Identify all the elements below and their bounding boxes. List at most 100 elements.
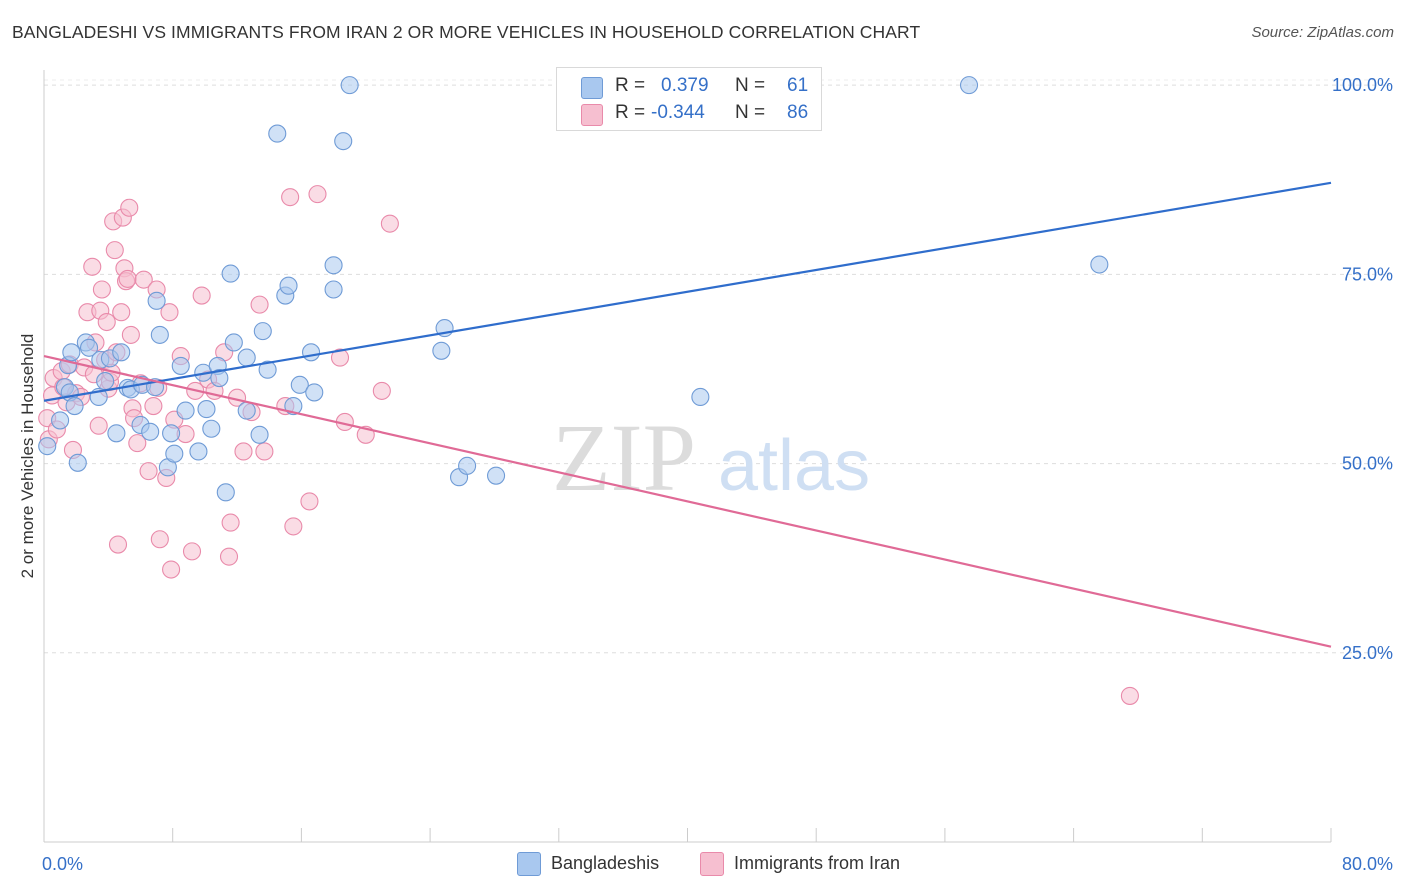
chart-title: BANGLADESHI VS IMMIGRANTS FROM IRAN 2 OR… xyxy=(12,22,921,42)
bangladeshi-point xyxy=(279,276,298,295)
iran-point xyxy=(380,214,399,233)
bangladeshi-point xyxy=(68,453,87,472)
legend-swatch-blue xyxy=(581,77,603,99)
iran-point xyxy=(192,286,211,305)
bangladeshi-point xyxy=(62,343,81,362)
bangladeshi-point xyxy=(221,264,240,283)
iran-point xyxy=(219,547,239,566)
x-tick-label-max: 80.0% xyxy=(1342,854,1393,874)
legend-n-label: N = xyxy=(735,75,766,96)
iran-point xyxy=(92,280,111,299)
bangladeshi-point xyxy=(165,444,184,463)
y-tick-label: 50.0% xyxy=(1342,454,1393,474)
tick-labels: 25.0% 50.0% 75.0% 100.0% 0.0% 80.0% xyxy=(42,75,1393,874)
bangladeshi-point xyxy=(197,400,216,419)
bangladeshi-point xyxy=(324,280,343,299)
legend-n-value: 86 xyxy=(787,102,809,123)
iran-point xyxy=(160,303,179,322)
watermark: ZIP atlas xyxy=(552,404,870,511)
bangladeshi-point xyxy=(176,401,195,420)
bangladeshi-point xyxy=(268,124,287,143)
iran-point xyxy=(281,188,300,207)
bangladeshi-point xyxy=(959,76,979,95)
bangladeshi-point xyxy=(112,343,131,362)
iran-point xyxy=(300,492,319,511)
iran-point xyxy=(144,396,163,416)
y-tick-label: 100.0% xyxy=(1332,75,1393,95)
axes xyxy=(43,70,1332,843)
bangladeshi-point xyxy=(302,343,321,362)
bangladeshi-point xyxy=(51,411,70,430)
watermark-atlas: atlas xyxy=(718,426,870,506)
bangladeshi-point xyxy=(487,466,506,485)
watermark-zip: ZIP xyxy=(552,404,696,511)
bangladeshi-point xyxy=(224,333,243,352)
bottom-legend-label: Immigrants from Iran xyxy=(734,853,901,873)
bangladeshi-point xyxy=(147,291,166,310)
iran-point xyxy=(139,462,158,481)
bangladeshi-point xyxy=(237,348,256,367)
bangladeshi-point xyxy=(162,424,181,443)
bangladeshi-point xyxy=(334,132,353,151)
correlation-legend: R = 0.379 N = 61 R = -0.344 N = 86 xyxy=(556,67,822,131)
bottom-legend-swatch-pink xyxy=(700,852,724,876)
bangladeshi-point xyxy=(305,383,324,402)
bangladeshi-point xyxy=(202,419,221,438)
legend-swatch-pink xyxy=(581,104,603,126)
bangladeshi-point xyxy=(237,401,256,420)
bangladeshi-point xyxy=(258,360,277,379)
iran-point xyxy=(162,560,181,579)
iran-point xyxy=(255,442,274,461)
legend-r-value: -0.344 xyxy=(651,102,705,123)
bangladeshi-point xyxy=(150,325,169,344)
bangladeshi-point xyxy=(79,338,99,357)
bangladeshi-point xyxy=(432,341,451,360)
bangladeshi-point xyxy=(141,422,160,441)
bangladeshi-point xyxy=(65,396,84,416)
iran-point xyxy=(118,269,137,288)
iran-point xyxy=(112,303,131,322)
trend-lines xyxy=(43,181,1332,648)
legend-r-value: 0.379 xyxy=(661,75,709,96)
iran-point xyxy=(284,517,303,536)
trend-line-iran xyxy=(43,355,1332,648)
bottom-legend-label: Bangladeshis xyxy=(551,853,660,873)
bangladeshi-point xyxy=(691,387,710,407)
iran-point xyxy=(372,381,391,400)
bangladeshi-point xyxy=(250,425,269,444)
iran-point xyxy=(150,530,169,549)
bangladeshi-point xyxy=(284,396,303,416)
bangladeshi-point xyxy=(324,256,343,275)
iran-point xyxy=(120,198,139,217)
iran-point xyxy=(182,542,202,561)
iran-point xyxy=(221,513,240,532)
y-tick-label: 25.0% xyxy=(1342,643,1393,663)
bangladeshi-point xyxy=(189,442,208,461)
iran-point xyxy=(108,535,128,554)
iran-point xyxy=(1120,686,1139,705)
iran-point xyxy=(121,325,140,344)
legend-n-value: 61 xyxy=(787,75,809,96)
bangladeshi-point xyxy=(458,456,477,475)
bangladeshi-point xyxy=(107,424,126,443)
x-tick-label-min: 0.0% xyxy=(42,854,83,874)
bangladeshi-point xyxy=(340,76,359,95)
y-tick-label: 75.0% xyxy=(1342,264,1393,284)
iran-point xyxy=(83,257,102,276)
bangladeshi-point xyxy=(171,356,190,375)
iran-point xyxy=(308,185,327,204)
bangladeshi-point xyxy=(38,437,57,456)
bangladeshi-point xyxy=(290,375,309,394)
legend-n-label: N = xyxy=(735,102,766,123)
iran-point xyxy=(97,312,116,332)
legend-r-label: R = xyxy=(615,75,646,96)
iran-point xyxy=(89,416,108,435)
iran-point xyxy=(134,270,153,289)
legend-r-label: R = xyxy=(615,102,646,123)
trend-line-bangladeshis xyxy=(43,181,1332,402)
bangladeshi-point xyxy=(96,372,115,391)
bangladeshi-point xyxy=(1090,255,1109,274)
bottom-legend-swatch-blue xyxy=(517,852,541,876)
iran-point xyxy=(128,434,147,453)
